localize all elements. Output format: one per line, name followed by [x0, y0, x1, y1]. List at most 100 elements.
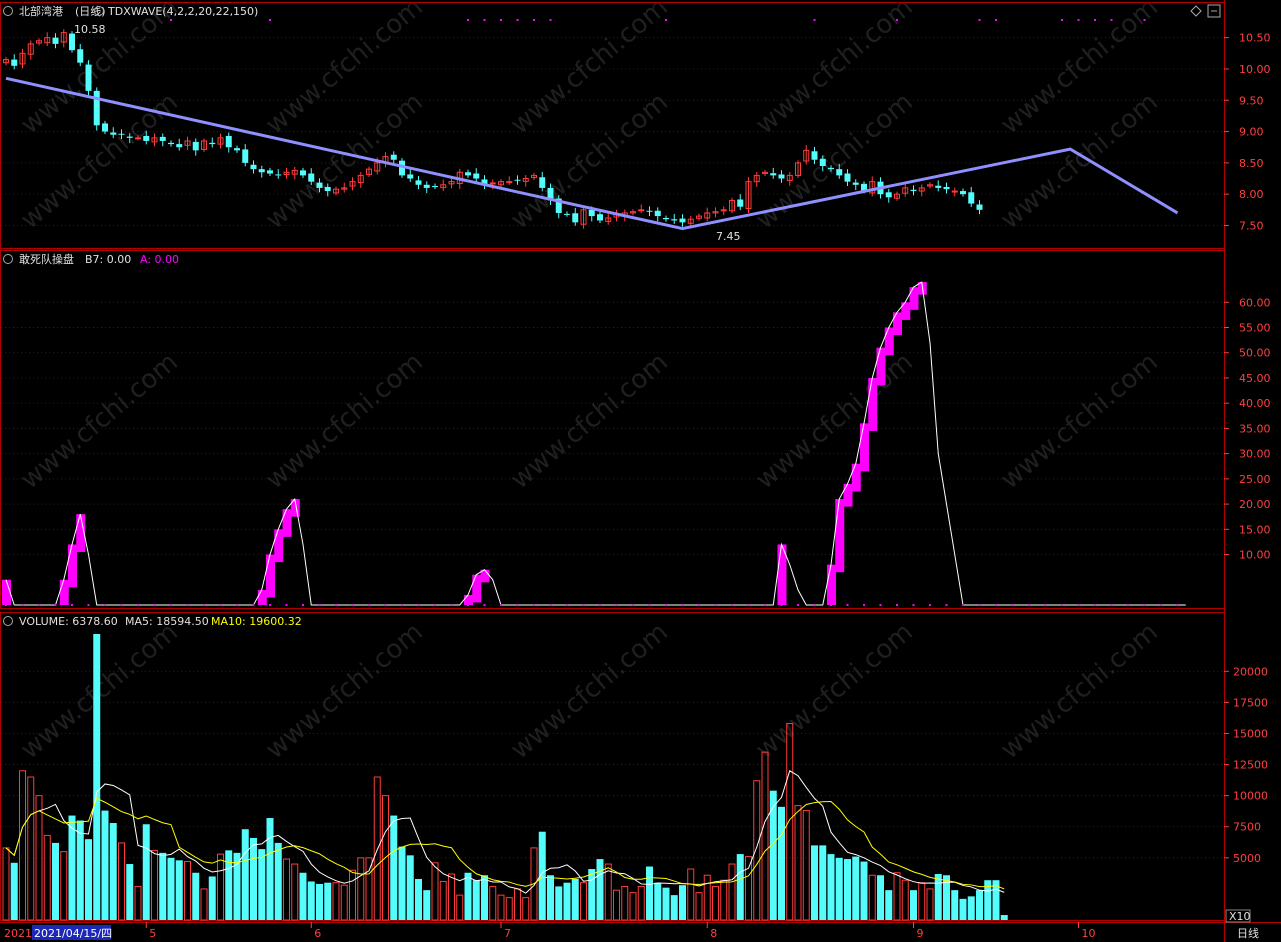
- candle-body: [696, 215, 702, 219]
- volume-bar: [52, 842, 59, 920]
- volume-bar: [489, 885, 497, 921]
- baseline-dot: [1044, 604, 1047, 606]
- candle-body: [555, 198, 562, 213]
- candle-body: [85, 64, 92, 91]
- candle-body: [110, 132, 117, 135]
- indicator-settings-icon[interactable]: [94, 6, 104, 16]
- baseline-dot: [912, 604, 915, 606]
- volume-bar: [464, 872, 472, 920]
- indicator-axis: 10.00 15.00 20.00 25.00 30.00 35.00 40.00 45.00…: [1224, 296, 1271, 562]
- baseline-dot: [368, 604, 370, 606]
- top-signal-dot: [813, 19, 816, 21]
- volume-tick-label: 12500: [1233, 759, 1268, 772]
- candle-body: [489, 182, 496, 185]
- volume-bar: [324, 882, 332, 920]
- indicator-bar: [843, 483, 853, 507]
- baseline-dot: [863, 604, 865, 606]
- candle-body: [819, 158, 826, 166]
- volume-bar: [151, 849, 158, 921]
- collapse-icon[interactable]: [3, 6, 13, 16]
- diamond-icon[interactable]: [1190, 5, 1202, 17]
- volume-axis: 5000 7500 10000 12500 15000 17500 20000: [1224, 665, 1268, 865]
- baseline-dot: [219, 604, 222, 606]
- price-tick-label: 10.00: [1239, 63, 1271, 76]
- baseline-dot: [483, 604, 486, 606]
- candle-body: [630, 211, 636, 214]
- window-toggle-icon[interactable]: [1207, 4, 1221, 18]
- volume-bar: [802, 810, 810, 921]
- volume-bar: [695, 892, 703, 921]
- baseline-dot: [318, 604, 321, 606]
- baseline-dot: [1061, 604, 1063, 606]
- candle-body: [473, 173, 480, 179]
- indicator-bar: [893, 312, 902, 336]
- stock-name: 北部湾港: [19, 4, 63, 18]
- indicator-tick-label: 45.00: [1239, 372, 1271, 385]
- volume-bar: [349, 869, 356, 921]
- volume-bar: [646, 866, 653, 920]
- candle-body: [374, 162, 381, 172]
- ma5-value: MA5: 18594.50: [125, 615, 209, 628]
- candle-body: [481, 179, 488, 185]
- volume-bar: [200, 888, 208, 921]
- baseline-dot: [137, 604, 139, 606]
- candle-body: [19, 52, 26, 65]
- candle-body: [3, 59, 9, 64]
- volume-bar: [604, 863, 612, 921]
- indicator-panel-icon[interactable]: [3, 254, 13, 264]
- baseline-dot: [879, 604, 882, 606]
- candle-body: [267, 170, 273, 174]
- month-label: 9: [917, 927, 924, 940]
- baseline-dot: [582, 604, 585, 606]
- indicator-tick-label: 40.00: [1239, 397, 1271, 410]
- candle-body: [209, 142, 216, 145]
- candle-body: [93, 90, 100, 126]
- volume-bar: [225, 850, 233, 920]
- indicator-tick-label: 50.00: [1239, 347, 1271, 360]
- volume-multiplier: X10: [1229, 910, 1251, 923]
- candle-body: [102, 123, 108, 132]
- indicator-line: [5, 281, 1186, 606]
- volume-bar: [769, 790, 777, 920]
- baseline-dot: [566, 604, 568, 606]
- volume-bar: [274, 842, 282, 920]
- candle-body: [250, 164, 257, 170]
- candle-body: [11, 59, 18, 66]
- indicator-bar: [909, 287, 919, 310]
- top-signal-dot: [483, 19, 486, 21]
- candle-body: [885, 192, 892, 198]
- volume-tick-label: 15000: [1233, 727, 1268, 740]
- baseline-dot: [236, 604, 238, 606]
- candle-body: [184, 140, 191, 146]
- volume-bar: [27, 776, 35, 921]
- volume-bars: [2, 634, 1008, 921]
- candle-body: [498, 181, 504, 186]
- baseline-dot: [1127, 604, 1129, 606]
- indicator-bar: [464, 594, 473, 605]
- volume-bar: [60, 851, 68, 921]
- month-label: 8: [710, 927, 717, 940]
- period-button[interactable]: 日线: [1237, 926, 1259, 940]
- top-signal-dot: [1061, 19, 1063, 21]
- candle-body: [811, 151, 818, 160]
- indicator-bar: [472, 574, 482, 603]
- volume-panel-icon[interactable]: [3, 616, 13, 626]
- baseline-dot: [186, 604, 189, 606]
- year-label: 2021: [4, 927, 32, 940]
- candle-body: [217, 137, 224, 145]
- top-signal-dot: [549, 19, 552, 21]
- volume-bar: [307, 881, 315, 920]
- candle-body: [580, 209, 587, 225]
- volume-bar: [679, 885, 686, 920]
- baseline-dot: [1143, 604, 1146, 606]
- indicator-panel-title: 敢死队操盘: [19, 252, 74, 266]
- candle-body: [36, 40, 42, 44]
- volume-bar: [398, 846, 406, 920]
- candle-body: [745, 181, 752, 210]
- top-signal-dot: [1143, 19, 1146, 21]
- candle-body: [151, 137, 158, 143]
- period-label: (日线): [75, 4, 106, 18]
- volume-bar: [299, 872, 307, 920]
- volume-bar: [580, 882, 587, 921]
